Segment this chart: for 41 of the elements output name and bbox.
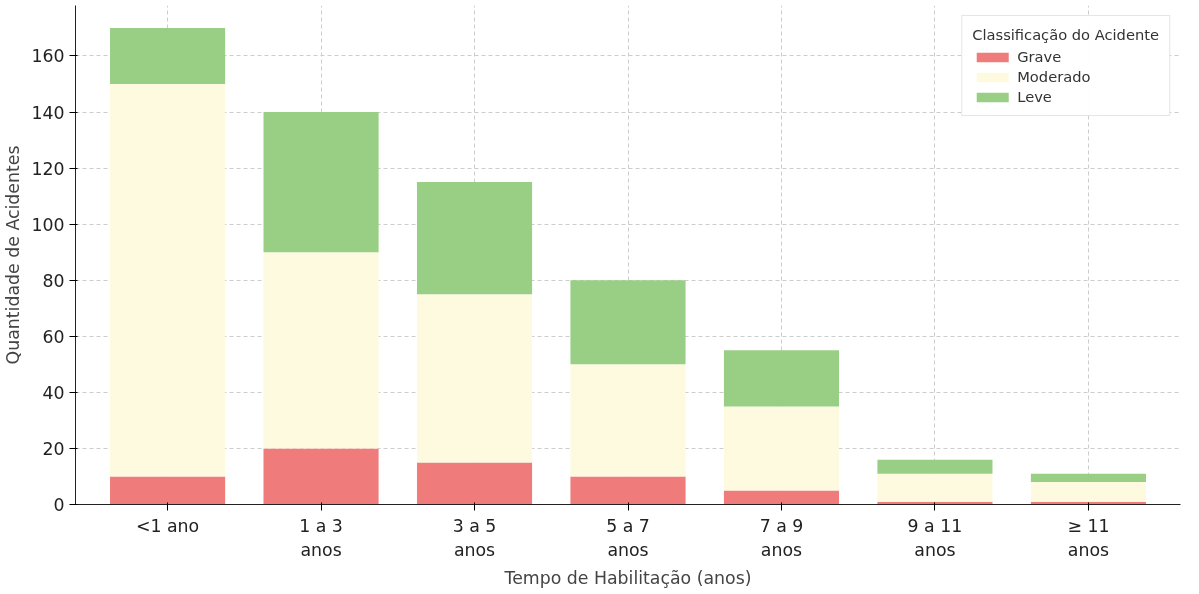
- bar: [877, 459, 993, 474]
- bar: [570, 364, 686, 477]
- y-tick-label: 100: [31, 214, 65, 235]
- bar: [416, 462, 533, 505]
- x-tick-label: ≥ 11 anos: [1067, 515, 1110, 560]
- bar: [877, 473, 993, 502]
- bar: [723, 490, 840, 505]
- y-tick-label: 20: [42, 438, 65, 459]
- bar: [723, 350, 840, 407]
- x-tick-label: 1 a 3 anos: [299, 515, 343, 560]
- legend-label: Grave: [1017, 48, 1062, 65]
- legend-label: Moderado: [1017, 68, 1091, 85]
- legend-label: Leve: [1017, 88, 1052, 105]
- legend-title: Classificação do Acidente: [972, 26, 1159, 43]
- bar: [110, 476, 226, 505]
- x-axis-title: Tempo de Habilitação (anos): [503, 567, 752, 588]
- bar: [1030, 473, 1146, 483]
- y-tick-label: 160: [31, 46, 65, 67]
- x-tick-label: 3 a 5 anos: [452, 515, 497, 560]
- bar: [570, 476, 686, 505]
- y-tick-label: 80: [42, 270, 65, 291]
- y-tick-label: 140: [31, 102, 65, 123]
- y-tick-label: 120: [31, 158, 65, 179]
- x-tick-label: 9 a 11 anos: [907, 515, 963, 560]
- bar: [570, 280, 686, 365]
- bar: [263, 252, 379, 449]
- bar: [263, 112, 379, 253]
- x-tick-label: <1 ano: [135, 515, 200, 536]
- bar: [110, 27, 226, 84]
- bar: [723, 406, 840, 491]
- y-tick-label: 60: [42, 326, 65, 347]
- bar: [416, 182, 533, 295]
- bar: [263, 448, 379, 505]
- x-tick-label: 7 a 9 anos: [759, 515, 804, 560]
- y-tick-label: 40: [42, 382, 65, 403]
- y-axis-title: Quantidade de Acidentes: [3, 145, 24, 365]
- bar: [110, 83, 226, 477]
- x-tick-label: 5 a 7 anos: [606, 515, 650, 560]
- y-tick-label: 0: [53, 495, 65, 515]
- bar: [416, 294, 533, 463]
- bar: [1030, 482, 1146, 502]
